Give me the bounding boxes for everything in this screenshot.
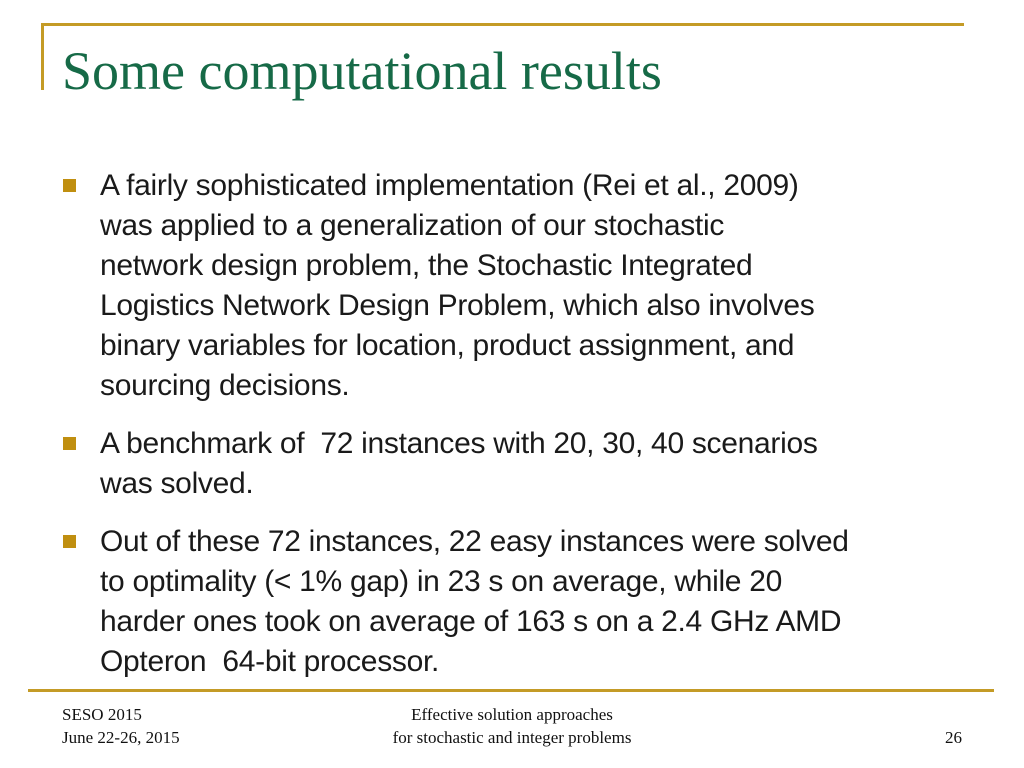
footer-conference-date: June 22-26, 2015 [62,728,180,747]
bullet-text: A fairly sophisticated implementation (R… [100,166,815,406]
bullet-line: binary variables for location, product a… [100,329,795,362]
footer-title-line1: Effective solution approaches [411,705,613,724]
page-number: 26 [945,728,962,747]
footer-presentation-title: Effective solution approaches for stocha… [0,703,1024,749]
bullet-line: Opteron 64-bit processor. [100,645,440,678]
bullet-square-icon [63,535,76,548]
top-border-line [41,23,964,26]
bullet-square-icon [63,437,76,450]
bullet-line: was solved. [100,467,254,500]
footer-title-line2: for stochastic and integer problems [392,728,632,747]
bullet-line: sourcing decisions. [100,369,350,402]
bullet-line: Out of these 72 instances, 22 easy insta… [100,525,849,558]
bullet-text: Out of these 72 instances, 22 easy insta… [100,522,849,682]
footer-divider-line [28,689,994,692]
bullet-line: A fairly sophisticated implementation (R… [100,169,799,202]
bullet-item: A benchmark of 72 instances with 20, 30,… [63,424,973,504]
bullet-list: A fairly sophisticated implementation (R… [63,166,973,700]
bullet-text: A benchmark of 72 instances with 20, 30,… [100,424,818,504]
slide-title: Some computational results [62,41,662,101]
bullet-line: Logistics Network Design Problem, which … [100,289,815,322]
bullet-line: harder ones took on average of 163 s on … [100,605,842,638]
bullet-line: A benchmark of 72 instances with 20, 30,… [100,427,818,460]
title-accent-line [41,23,44,90]
bullet-line: to optimality (< 1% gap) in 23 s on aver… [100,565,782,598]
bullet-square-icon [63,179,76,192]
bullet-line: was applied to a generalization of our s… [100,209,725,242]
footer-conference: SESO 2015 June 22-26, 2015 [62,703,180,749]
bullet-item: Out of these 72 instances, 22 easy insta… [63,522,973,682]
bullet-line: network design problem, the Stochastic I… [100,249,753,282]
footer-conference-name: SESO 2015 [62,705,142,724]
bullet-item: A fairly sophisticated implementation (R… [63,166,973,406]
